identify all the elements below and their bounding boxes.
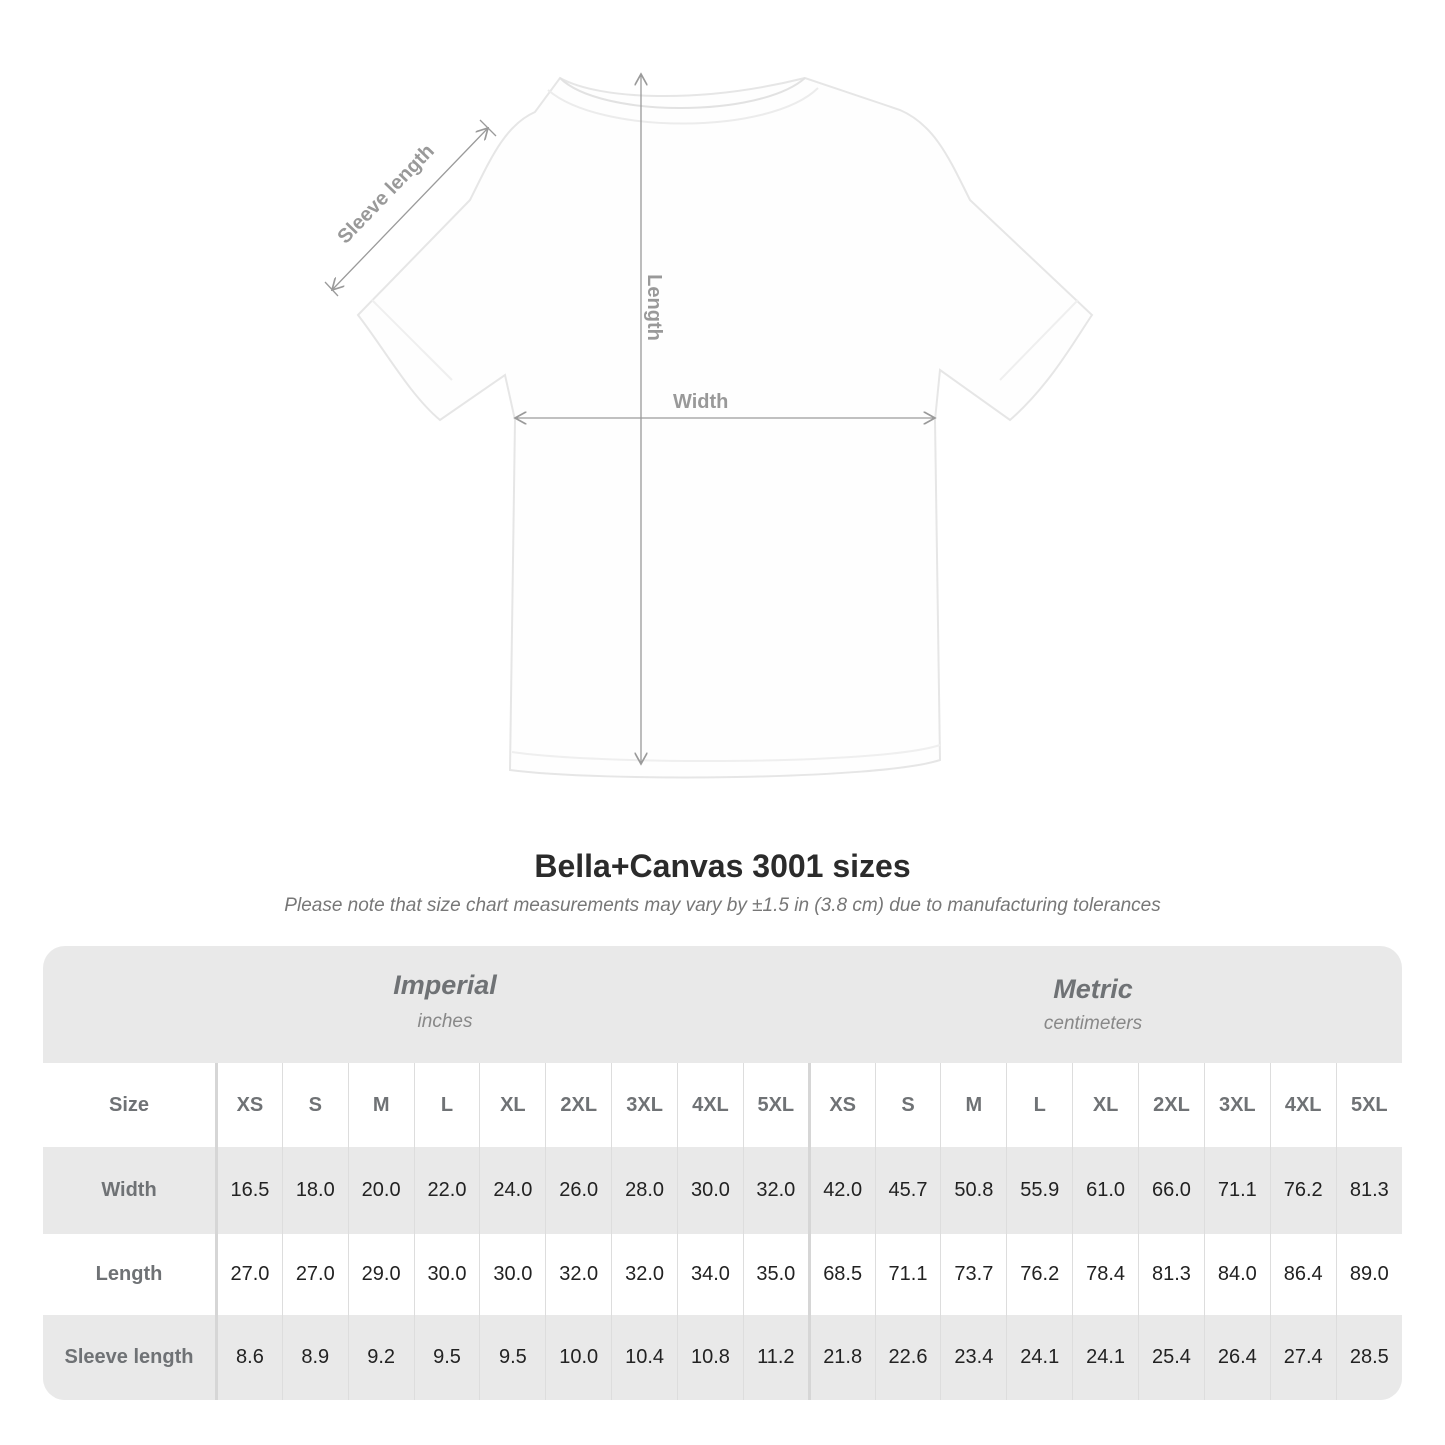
imperial-value-cell: 28.0 [611, 1147, 678, 1234]
size-header-row: Size XS S M L XL 2XL 3XL 4XL 5XL XS S M L XL 2XL 3XL 4XL 5… [43, 1063, 1402, 1147]
metric-value-cell: 66.0 [1138, 1147, 1205, 1234]
metric-title: Metric [1053, 974, 1133, 1004]
imperial-value-cell: 9.2 [347, 1315, 415, 1400]
imperial-value-cell: 26.0 [545, 1147, 612, 1234]
size-table: Size XS S M L XL 2XL 3XL 4XL 5XL XS S M L XL 2XL 3XL 4XL 5… [43, 1063, 1402, 1400]
imperial-value-cell: 30.0 [479, 1234, 546, 1315]
imperial-size-header: L [413, 1063, 480, 1147]
width-label: Width [673, 391, 729, 413]
metric-value-cell: 50.8 [940, 1147, 1007, 1234]
size-label: Size [43, 1063, 218, 1147]
metric-value-cell: 21.8 [807, 1315, 876, 1400]
metric-value-cell: 24.1 [1072, 1315, 1139, 1400]
imperial-value-cell: 34.0 [677, 1234, 744, 1315]
imperial-value-cell: 30.0 [677, 1147, 744, 1234]
metric-size-header: M [940, 1063, 1007, 1147]
imperial-title: Imperial [393, 970, 497, 1000]
row-label: Width [43, 1147, 218, 1234]
imperial-unit: inches [417, 1011, 473, 1032]
imperial-size-header: 4XL [677, 1063, 744, 1147]
imperial-value-cell: 11.2 [742, 1315, 810, 1400]
imperial-size-header: 5XL [742, 1063, 810, 1147]
metric-value-cell: 81.3 [1138, 1234, 1205, 1315]
imperial-value-cell: 10.0 [545, 1315, 612, 1400]
metric-value-cell: 22.6 [874, 1315, 941, 1400]
metric-value-cell: 55.9 [1006, 1147, 1073, 1234]
metric-value-cell: 86.4 [1269, 1234, 1337, 1315]
tolerance-note: Please note that size chart measurements… [284, 895, 1161, 916]
metric-value-cell: 73.7 [940, 1234, 1007, 1315]
imperial-value-cell: 32.0 [545, 1234, 612, 1315]
metric-value-cell: 28.5 [1335, 1315, 1402, 1400]
size-chart-table: Imperial inches Metric centimeters Size X… [43, 946, 1402, 1400]
metric-size-header: L [1006, 1063, 1073, 1147]
imperial-value-cell: 10.4 [611, 1315, 678, 1400]
metric-value-cell: 45.7 [874, 1147, 941, 1234]
metric-header: Metric centimeters [863, 946, 1323, 1063]
imperial-value-cell: 24.0 [479, 1147, 546, 1234]
metric-value-cell: 76.2 [1269, 1147, 1337, 1234]
metric-size-header: 4XL [1269, 1063, 1337, 1147]
metric-value-cell: 42.0 [807, 1147, 876, 1234]
metric-unit: centimeters [1043, 1013, 1143, 1034]
metric-value-cell: 89.0 [1335, 1234, 1402, 1315]
imperial-value-cell: 20.0 [347, 1147, 415, 1234]
imperial-value-cell: 9.5 [413, 1315, 480, 1400]
metric-value-cell: 71.1 [1203, 1147, 1271, 1234]
table-row: Length 27.0 27.0 29.0 30.0 30.0 32.0 32.0 34.0 35… [43, 1234, 1402, 1315]
imperial-value-cell: 32.0 [611, 1234, 678, 1315]
metric-value-cell: 23.4 [940, 1315, 1007, 1400]
metric-value-cell: 78.4 [1072, 1234, 1139, 1315]
imperial-size-header: XL [479, 1063, 546, 1147]
imperial-value-cell: 22.0 [413, 1147, 480, 1234]
imperial-value-cell: 8.6 [216, 1315, 283, 1400]
metric-value-cell: 84.0 [1203, 1234, 1271, 1315]
row-label: Length [43, 1234, 218, 1315]
metric-size-header: 5XL [1335, 1063, 1402, 1147]
imperial-size-header: S [281, 1063, 349, 1147]
metric-value-cell: 61.0 [1072, 1147, 1139, 1234]
imperial-size-header: XS [216, 1063, 283, 1147]
metric-size-header: 2XL [1138, 1063, 1205, 1147]
imperial-size-header: 3XL [611, 1063, 678, 1147]
row-label: Sleeve length [43, 1315, 218, 1400]
tshirt-diagram [324, 0, 1094, 779]
table-row: Width 16.5 18.0 20.0 22.0 24.0 26.0 28.0 30.0 32.… [43, 1147, 1402, 1234]
table-row: Sleeve length 8.6 8.9 9.2 9.5 9.5 10.0 10.4 10.8… [43, 1315, 1402, 1400]
length-label: Length [642, 274, 665, 341]
metric-value-cell: 68.5 [807, 1234, 876, 1315]
imperial-value-cell: 27.0 [281, 1234, 349, 1315]
metric-value-cell: 24.1 [1006, 1315, 1073, 1400]
page-title: Bella+Canvas 3001 sizes [534, 848, 911, 884]
metric-size-header: S [874, 1063, 941, 1147]
sleeve-arrow [332, 128, 488, 290]
imperial-value-cell: 27.0 [216, 1234, 283, 1315]
imperial-value-cell: 10.8 [677, 1315, 744, 1400]
imperial-value-cell: 18.0 [281, 1147, 349, 1234]
imperial-header: Imperial inches [215, 946, 675, 1063]
metric-value-cell: 81.3 [1335, 1147, 1402, 1234]
metric-size-header: 3XL [1203, 1063, 1271, 1147]
imperial-value-cell: 30.0 [413, 1234, 480, 1315]
imperial-size-header: M [347, 1063, 415, 1147]
imperial-value-cell: 35.0 [742, 1234, 810, 1315]
metric-value-cell: 71.1 [874, 1234, 941, 1315]
imperial-value-cell: 9.5 [479, 1315, 546, 1400]
metric-value-cell: 26.4 [1203, 1315, 1271, 1400]
metric-value-cell: 76.2 [1006, 1234, 1073, 1315]
metric-size-header: XS [807, 1063, 876, 1147]
tshirt-image [356, 76, 1094, 779]
imperial-value-cell: 8.9 [281, 1315, 349, 1400]
metric-value-cell: 25.4 [1138, 1315, 1205, 1400]
imperial-size-header: 2XL [545, 1063, 612, 1147]
imperial-value-cell: 29.0 [347, 1234, 415, 1315]
metric-size-header: XL [1072, 1063, 1139, 1147]
metric-value-cell: 27.4 [1269, 1315, 1337, 1400]
imperial-value-cell: 32.0 [742, 1147, 810, 1234]
imperial-value-cell: 16.5 [216, 1147, 283, 1234]
